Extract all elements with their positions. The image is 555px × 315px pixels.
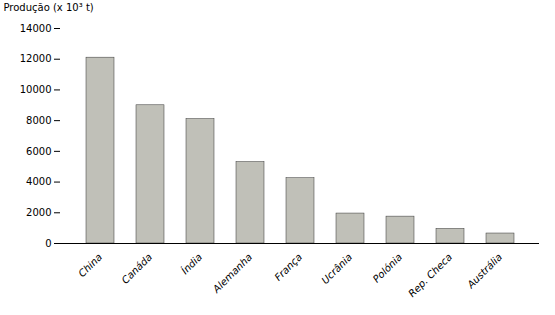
svg-text:Canáda: Canáda (119, 251, 154, 286)
svg-text:0: 0 (45, 238, 51, 249)
svg-text:Austrália: Austrália (464, 251, 504, 291)
svg-text:Rep. Checa: Rep. Checa (406, 251, 454, 299)
svg-text:14000: 14000 (20, 23, 52, 34)
svg-text:França: França (272, 251, 304, 283)
svg-text:10000: 10000 (20, 84, 52, 95)
svg-text:8000: 8000 (26, 115, 51, 126)
svg-text:2000: 2000 (26, 207, 51, 218)
svg-text:Polónia: Polónia (371, 251, 404, 284)
svg-text:12000: 12000 (20, 53, 52, 64)
svg-text:Ucrânia: Ucrânia (319, 251, 354, 286)
svg-text:Alemanha: Alemanha (210, 251, 254, 295)
svg-text:China: China (76, 251, 104, 279)
svg-text:4000: 4000 (26, 176, 51, 187)
svg-text:Índia: Índia (178, 251, 204, 277)
svg-text:Produção (x 10³ t): Produção (x 10³ t) (4, 2, 94, 13)
svg-text:6000: 6000 (26, 146, 51, 157)
